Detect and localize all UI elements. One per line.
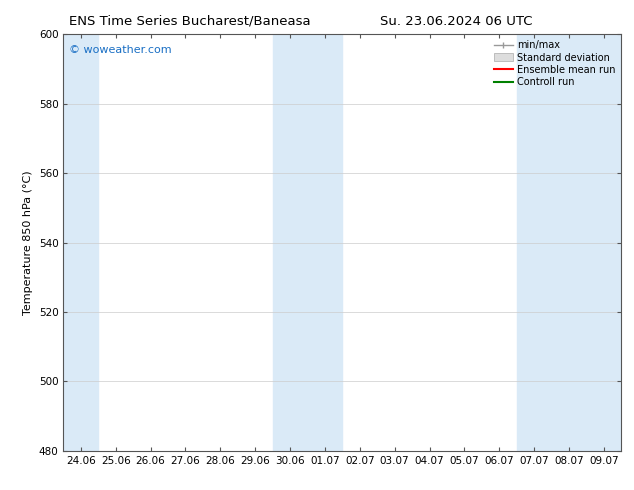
Bar [517,34,621,451]
Legend: min/max, Standard deviation, Ensemble mean run, Controll run: min/max, Standard deviation, Ensemble me… [489,36,619,91]
Text: © woweather.com: © woweather.com [69,45,172,55]
Text: ENS Time Series Bucharest/Baneasa: ENS Time Series Bucharest/Baneasa [69,15,311,28]
Y-axis label: Temperature 850 hPa (°C): Temperature 850 hPa (°C) [23,170,33,315]
Bar [273,34,342,451]
Text: Su. 23.06.2024 06 UTC: Su. 23.06.2024 06 UTC [380,15,533,28]
Bar [63,34,98,451]
